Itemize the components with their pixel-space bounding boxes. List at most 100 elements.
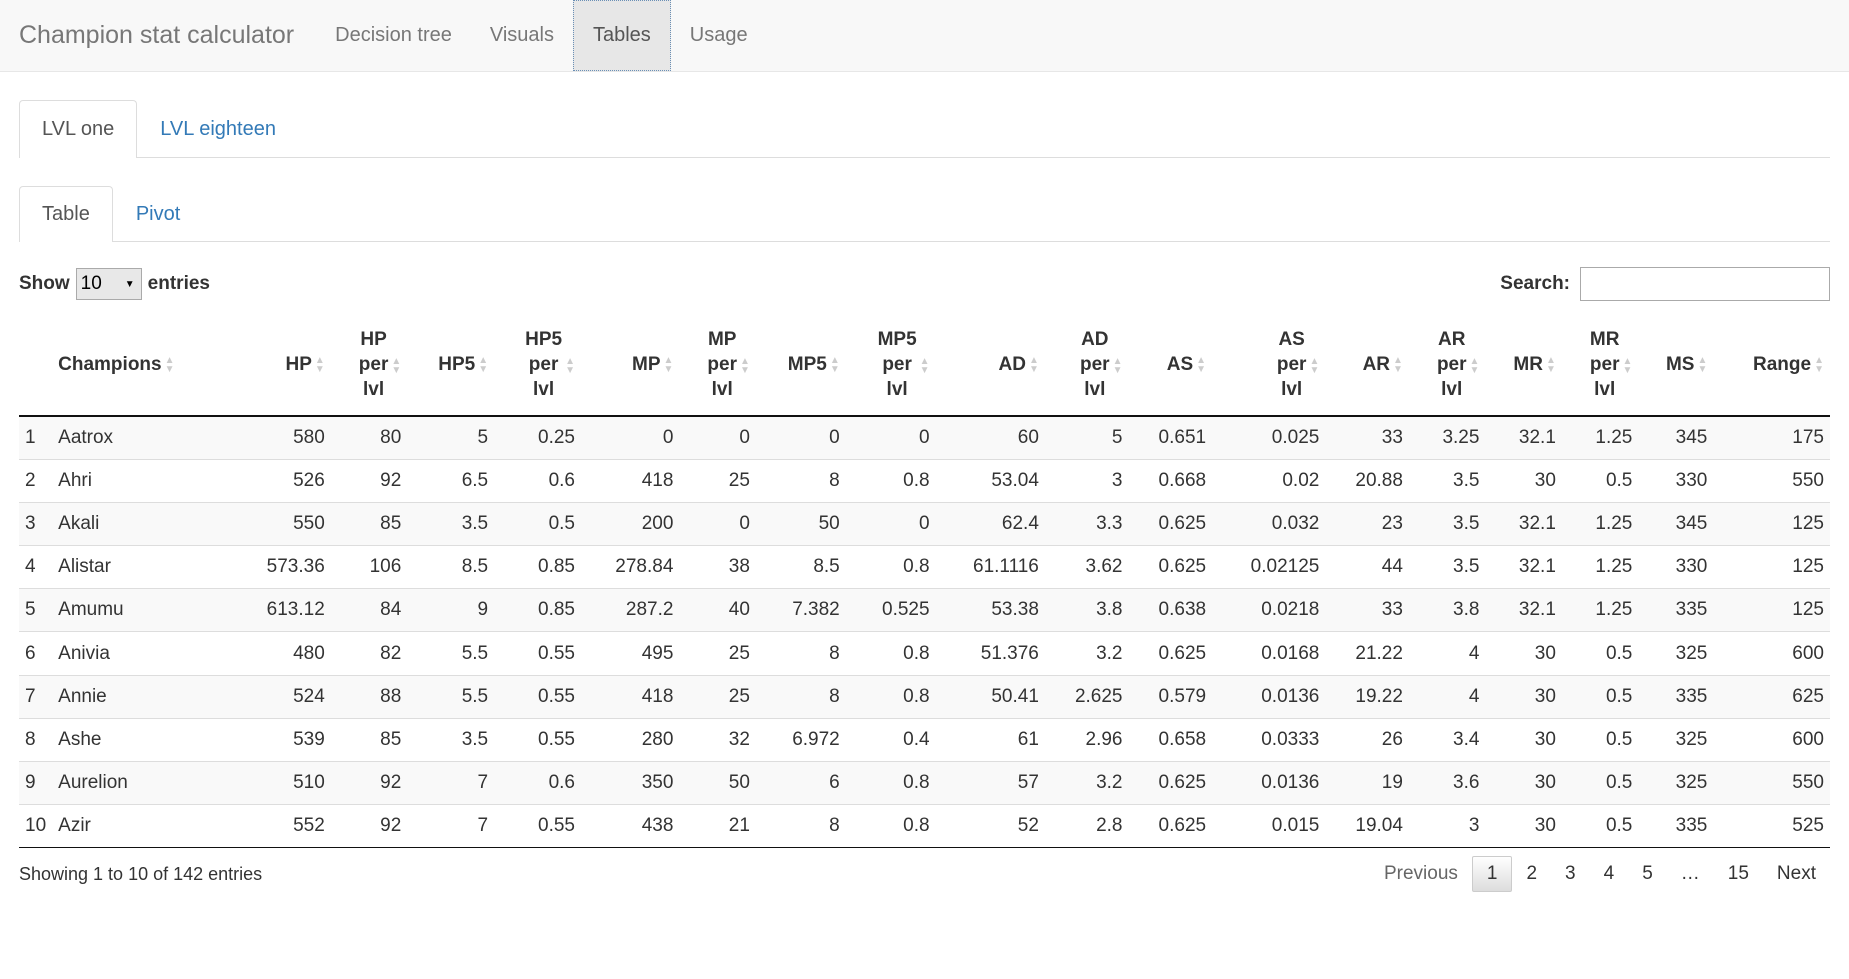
table-cell: 85 <box>330 501 408 546</box>
search-control: Search: <box>1500 267 1830 301</box>
column-header[interactable]: MR per lvl ▲ ▼ <box>1561 316 1639 417</box>
column-header-label-line: per <box>1436 354 1467 376</box>
column-header[interactable]: AS ▲ ▼ <box>1128 316 1213 417</box>
pagination-next[interactable]: Next <box>1776 863 1816 885</box>
sort-icon: ▲ ▼ <box>1622 355 1633 376</box>
table-cell: 125 <box>1713 588 1830 632</box>
column-header-label-line: lvl <box>886 378 908 400</box>
table-cell: 0.625 <box>1128 501 1213 546</box>
table-cell: 0.5 <box>1561 631 1639 676</box>
column-header-label-line: AR <box>1438 329 1466 351</box>
pagination-page[interactable]: 2 <box>1526 863 1538 885</box>
table-cell: 30 <box>1485 458 1562 503</box>
column-header-label-line: lvl <box>363 378 385 400</box>
row-index: 7 <box>19 674 53 719</box>
table-cell: 3.5 <box>1408 501 1486 546</box>
column-header-label-line: per <box>882 354 912 376</box>
table-cell: 8 <box>755 458 846 503</box>
column-header-label-line: lvl <box>1281 378 1303 400</box>
column-header[interactable]: HP per lvl ▲ ▼ <box>330 316 408 417</box>
nav-decision-tree[interactable]: Decision tree <box>335 24 452 46</box>
column-header[interactable]: MP ▲ ▼ <box>580 316 680 417</box>
table-cell: 5 <box>477 426 489 448</box>
table-cell: 0.025 <box>1271 426 1320 448</box>
pagination-ellipsis: … <box>1680 863 1700 885</box>
table-cell: 0.8 <box>845 458 936 503</box>
column-header-label: Range <box>1753 353 1811 378</box>
pagination-page[interactable]: 4 <box>1603 863 1615 885</box>
column-header[interactable]: HP5 ▲ ▼ <box>407 316 495 417</box>
column-header-label-line: Range <box>1753 353 1812 375</box>
table-cell: 580 <box>293 426 325 448</box>
tab-pivot[interactable]: Pivot <box>135 203 181 225</box>
table-cell: 0 <box>845 501 936 546</box>
nav-tables[interactable]: Tables <box>572 0 671 71</box>
champion-name: Akali <box>52 501 233 546</box>
column-header-label: Champions <box>58 353 161 378</box>
row-index: 9 <box>19 760 53 805</box>
pagination-page[interactable]: 15 <box>1727 863 1749 885</box>
table-cell: 19.22 <box>1325 674 1409 719</box>
table-cell: 0 <box>739 426 750 448</box>
navbar-brand[interactable]: Champion stat calculator <box>19 21 295 49</box>
search-input[interactable] <box>1580 267 1830 301</box>
column-header-label-line: lvl <box>1594 378 1616 400</box>
column-header[interactable]: AS per lvl ▲ ▼ <box>1212 316 1326 417</box>
pagination-previous[interactable]: Previous <box>1383 863 1458 885</box>
pagination-page[interactable]: 1 <box>1471 856 1513 893</box>
entries-select[interactable]: 10 ▼ <box>75 268 142 300</box>
column-header[interactable]: AR ▲ ▼ <box>1325 316 1409 417</box>
column-header-label-line: per <box>1276 354 1307 376</box>
column-header[interactable]: MS ▲ ▼ <box>1638 316 1714 417</box>
column-header-label: MS <box>1666 353 1695 378</box>
column-header[interactable]: HP ▲ ▼ <box>232 316 331 417</box>
nav-visuals[interactable]: Visuals <box>489 24 554 46</box>
column-header[interactable]: AR per lvl ▲ ▼ <box>1408 316 1486 417</box>
column-header[interactable]: AD ▲ ▼ <box>935 316 1045 417</box>
table-cell: 278.84 <box>580 545 680 589</box>
row-index: 5 <box>19 588 53 632</box>
column-header-label-line: HP <box>285 353 312 375</box>
column-header-label-line: MP <box>632 353 661 375</box>
table-cell: 0.5 <box>494 501 581 546</box>
column-header[interactable]: AD per lvl ▲ ▼ <box>1044 316 1129 417</box>
table-cell: 0.5 <box>1561 674 1639 719</box>
table-cell: 125 <box>1713 545 1830 589</box>
table-cell: 325 <box>1638 717 1714 762</box>
chevron-down-icon: ▼ <box>124 278 135 290</box>
column-header[interactable]: HP5 per lvl ▲ ▼ <box>494 316 581 417</box>
column-header-label-line: Champions <box>58 353 162 375</box>
table-cell: 32.1 <box>1485 501 1562 546</box>
row-index: 6 <box>19 631 53 676</box>
pagination-page[interactable]: 5 <box>1642 863 1653 885</box>
table-cell: 0.85 <box>494 588 581 632</box>
table-cell: 32.1 <box>1518 426 1556 448</box>
table-cell: 25 <box>679 674 756 719</box>
table-row: 5 Amumu 613.12 84 9 0.85 287.2 40 7.382 0.525 53.3… <box>19 588 1830 632</box>
table-cell: 418 <box>580 458 680 503</box>
table-cell: 0.658 <box>1128 717 1213 762</box>
column-header[interactable]: MP5 per lvl ▲ ▼ <box>845 316 936 417</box>
column-header-label: AR per lvl <box>1437 328 1467 402</box>
tab-table[interactable]: Table <box>19 186 113 242</box>
column-header[interactable]: Champions ▲ ▼ <box>52 316 233 417</box>
column-header[interactable]: MP5 ▲ ▼ <box>755 316 846 417</box>
champion-table: Champions ▲ ▼ HP ▲ ▼ HP per lvl ▲ ▼ HP5 ▲ ▼ HP5 per lvl ▲… <box>19 316 1830 849</box>
column-header[interactable]: MR ▲ ▼ <box>1485 316 1562 417</box>
pagination-page[interactable]: 3 <box>1565 863 1576 885</box>
table-cell: 80 <box>380 426 402 448</box>
nav-usage[interactable]: Usage <box>689 24 748 46</box>
column-header-label-line: HP5 <box>438 353 476 375</box>
column-header[interactable]: MP per lvl ▲ ▼ <box>679 316 756 417</box>
table-cell: 350 <box>580 760 680 805</box>
table-cell: 61.1116 <box>935 545 1045 589</box>
column-header-label: MP5 per lvl <box>878 328 917 402</box>
column-header-label: HP per lvl <box>359 328 389 402</box>
table-cell: 287.2 <box>580 588 680 632</box>
column-header[interactable]: Range ▲ ▼ <box>1713 316 1830 417</box>
champion-name: Alistar <box>52 545 233 589</box>
table-cell: 3.5 <box>407 501 495 546</box>
tab-lvl-one[interactable]: LVL one <box>19 100 138 158</box>
table-cell: 0 <box>662 426 674 448</box>
tab-lvl-eighteen[interactable]: LVL eighteen <box>160 118 276 140</box>
